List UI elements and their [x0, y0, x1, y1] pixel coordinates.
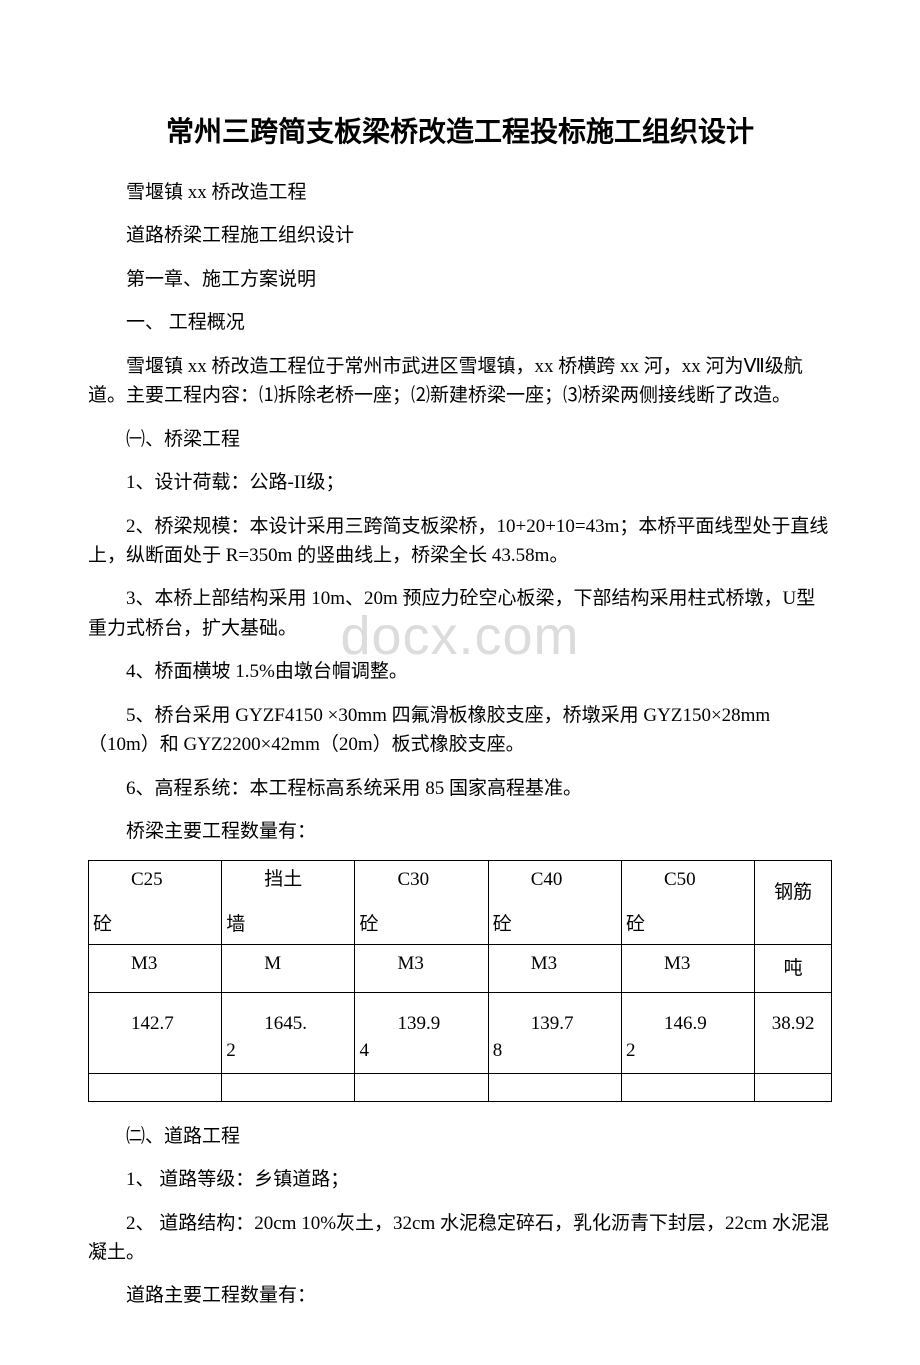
cell-value: 2	[226, 1038, 236, 1065]
paragraph: 道路桥梁工程施工组织设计	[88, 221, 832, 250]
paragraph: 5、桥台采用 GYZF4150 ×30mm 四氟滑板橡胶支座，桥墩采用 GYZ1…	[88, 701, 832, 760]
header-top: C30	[359, 867, 483, 894]
header-bot: 砼	[626, 912, 645, 939]
table-header-row: C25 砼 挡土 墙 C30 砼 C40 砼 C50 砼 钢筋	[89, 861, 832, 945]
cell-value: 2	[626, 1038, 636, 1065]
paragraph: ㈠、桥梁工程	[88, 425, 832, 454]
empty-cell	[355, 1073, 488, 1101]
cell-value-pre: 146.9	[626, 1011, 707, 1038]
empty-cell	[89, 1073, 222, 1101]
cell-value: 4	[359, 1038, 369, 1065]
table-header-cell: C30 砼	[355, 861, 488, 945]
paragraph: ㈡、道路工程	[88, 1122, 832, 1151]
paragraph: 2、桥梁规模：本设计采用三跨简支板梁桥，10+20+10=43m；本桥平面线型处…	[88, 512, 832, 571]
header-top: C40	[493, 867, 617, 894]
empty-cell	[621, 1073, 754, 1101]
table-unit-cell: M3	[621, 945, 754, 993]
document-content: 常州三跨简支板梁桥改造工程投标施工组织设计 雪堰镇 xx 桥改造工程 道路桥梁工…	[88, 110, 832, 1311]
paragraph: 雪堰镇 xx 桥改造工程	[88, 178, 832, 207]
table-value-cell: 142.7	[89, 993, 222, 1073]
table-unit-cell: M3	[89, 945, 222, 993]
table-header-cell: 钢筋	[755, 861, 832, 945]
cell-value-pre: 139.9	[359, 1011, 440, 1038]
paragraph: 道路主要工程数量有：	[88, 1281, 832, 1310]
table-value-cell: 139.9 4	[355, 993, 488, 1073]
table-header-cell: C50 砼	[621, 861, 754, 945]
table-unit-row: M3 M M3 M3 M3 吨	[89, 945, 832, 993]
paragraph: 1、 道路等级：乡镇道路；	[88, 1165, 832, 1194]
paragraph: 4、桥面横坡 1.5%由墩台帽调整。	[88, 657, 832, 686]
paragraph: 一、 工程概况	[88, 308, 832, 337]
table-empty-row	[89, 1073, 832, 1101]
paragraph: 3、本桥上部结构采用 10m、20m 预应力砼空心板梁，下部结构采用柱式桥墩，U…	[88, 584, 832, 643]
table-unit-cell: 吨	[755, 945, 832, 993]
paragraph: 1、设计荷载：公路-II级；	[88, 468, 832, 497]
table-unit-cell: M3	[488, 945, 621, 993]
table-value-row: 142.7 1645. 2 139.9 4 139.7 8 146.9 2 38…	[89, 993, 832, 1073]
cell-value: 8	[493, 1038, 503, 1065]
header-bot: 墙	[226, 912, 245, 939]
quantity-table: C25 砼 挡土 墙 C30 砼 C40 砼 C50 砼 钢筋	[88, 860, 832, 1101]
paragraph: 第一章、施工方案说明	[88, 265, 832, 294]
table-value-cell: 139.7 8	[488, 993, 621, 1073]
paragraph: 6、高程系统：本工程标高系统采用 85 国家高程基准。	[88, 774, 832, 803]
document-title: 常州三跨简支板梁桥改造工程投标施工组织设计	[88, 110, 832, 150]
header-bot: 砼	[493, 912, 512, 939]
header-bot: 砼	[93, 912, 112, 939]
empty-cell	[222, 1073, 355, 1101]
paragraph: 2、 道路结构：20cm 10%灰土，32cm 水泥稳定碎石，乳化沥青下封层，2…	[88, 1209, 832, 1268]
header-top: C25	[93, 867, 217, 894]
paragraph: 雪堰镇 xx 桥改造工程位于常州市武进区雪堰镇，xx 桥横跨 xx 河，xx 河…	[88, 352, 832, 411]
table-value-cell: 146.9 2	[621, 993, 754, 1073]
table-header-cell: 挡土 墙	[222, 861, 355, 945]
header-bot: 砼	[359, 912, 378, 939]
empty-cell	[755, 1073, 832, 1101]
cell-value-pre: 1645.	[226, 1011, 307, 1038]
header-top: C50	[626, 867, 750, 894]
table-unit-cell: M	[222, 945, 355, 993]
cell-value: 142.7	[93, 1011, 174, 1038]
table-value-cell: 38.92	[755, 993, 832, 1073]
header-top: 挡土	[226, 867, 350, 894]
cell-value-pre: 139.7	[493, 1011, 574, 1038]
paragraph: 桥梁主要工程数量有：	[88, 817, 832, 846]
table-header-cell: C25 砼	[89, 861, 222, 945]
table-header-cell: C40 砼	[488, 861, 621, 945]
table-unit-cell: M3	[355, 945, 488, 993]
empty-cell	[488, 1073, 621, 1101]
table-value-cell: 1645. 2	[222, 993, 355, 1073]
cell-value: 38.92	[772, 1013, 815, 1034]
header-top: 钢筋	[774, 882, 812, 903]
